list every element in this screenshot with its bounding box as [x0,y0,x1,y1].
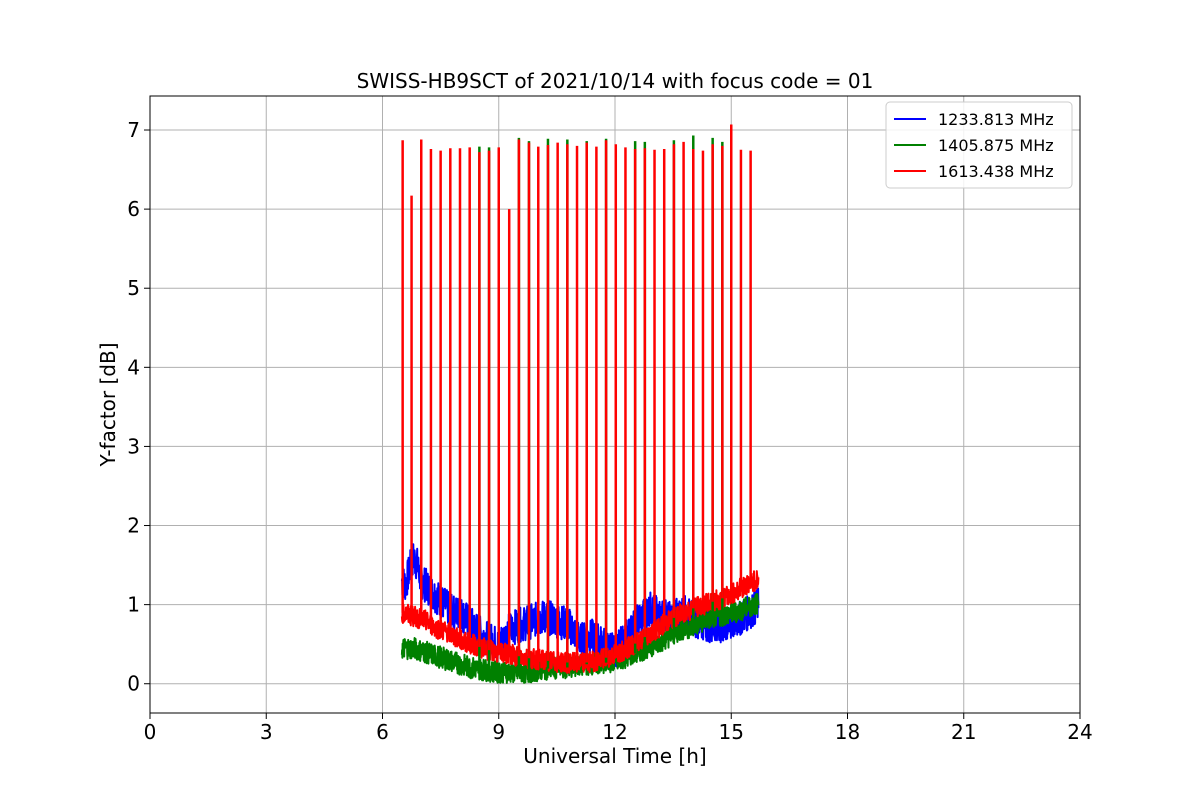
y-tick-label: 6 [127,197,140,221]
y-axis-label: Y-factor [dB] [96,342,120,467]
x-tick-label: 15 [719,720,744,744]
x-tick-label: 21 [951,720,976,744]
x-tick-label: 18 [835,720,860,744]
x-tick-label: 12 [602,720,627,744]
y-tick-label: 2 [127,514,140,538]
series-line-2 [400,570,760,674]
x-tick-label: 0 [144,720,157,744]
x-tick-label: 9 [492,720,505,744]
chart-title: SWISS-HB9SCT of 2021/10/14 with focus co… [357,69,874,93]
x-axis-label: Universal Time [h] [523,744,706,768]
legend-label: 1405.875 MHz [938,136,1054,155]
y-tick-label: 1 [127,593,140,617]
x-tick-label: 3 [260,720,273,744]
y-tick-label: 0 [127,672,140,696]
x-tick-label: 6 [376,720,389,744]
y-tick-label: 5 [127,276,140,300]
legend-label: 1233.813 MHz [938,110,1054,129]
legend-label: 1613.438 MHz [938,162,1054,181]
data-series [400,124,760,684]
legend: 1233.813 MHz 1405.875 MHz 1613.438 MHz [885,101,1073,189]
y-tick-label: 7 [127,118,140,142]
y-tick-label: 4 [127,355,140,379]
legend-box [885,101,1073,189]
y-tick-label: 3 [127,434,140,458]
x-tick-label: 24 [1067,720,1092,744]
